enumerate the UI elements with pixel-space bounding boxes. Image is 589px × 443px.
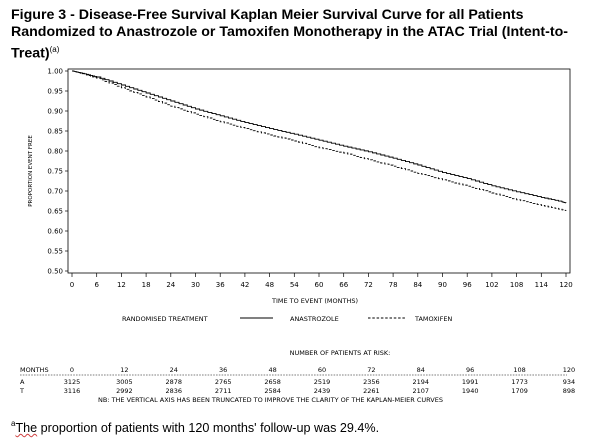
x-tick-label-10: 60 (315, 281, 324, 289)
legend-title: RANDOMISED TREATMENT (122, 315, 208, 323)
risk-cell-a-72: 2356 (363, 378, 380, 386)
risk-month-96: 96 (466, 366, 474, 374)
y-tick-label-8: 0.90 (47, 108, 63, 116)
risk-cell-t-36: 2711 (215, 387, 232, 395)
risk-month-84: 84 (417, 366, 425, 374)
risk-month-12: 12 (120, 366, 128, 374)
x-axis-label: TIME TO EVENT (MONTHS) (271, 297, 358, 305)
risk-month-48: 48 (268, 366, 276, 374)
y-tick-label-4: 0.70 (47, 188, 63, 196)
x-tick-label-0: 0 (70, 281, 74, 289)
y-tick-label-0: 0.50 (47, 268, 63, 276)
risk-cell-a-120: 934 (563, 378, 575, 386)
y-tick-label-6: 0.80 (47, 148, 63, 156)
risk-cell-a-108: 1773 (511, 378, 528, 386)
risk-cell-t-0: 3116 (64, 387, 81, 395)
series-layer (72, 70, 567, 211)
x-tick-label-6: 36 (216, 281, 225, 289)
risk-row-label-t: T (19, 387, 24, 395)
legend-label-tamoxifen: TAMOXIFEN (414, 315, 452, 323)
footnote: aThe proportion of patients with 120 mon… (11, 419, 581, 436)
risk-month-24: 24 (170, 366, 178, 374)
risk-cell-a-36: 2765 (215, 378, 232, 386)
risk-months-row: 0 12 24 36 48 60 72 84 96 108 120 (70, 366, 575, 374)
x-tick-label-14: 84 (413, 281, 422, 289)
x-tick-label-9: 54 (290, 281, 299, 289)
risk-note: NB: THE VERTICAL AXIS HAS BEEN TRUNCATED… (98, 396, 443, 404)
risk-cell-t-96: 1940 (462, 387, 479, 395)
risk-cell-t-108: 1709 (511, 387, 528, 395)
legend-label-anastrozole: ANASTROZOLE (290, 315, 339, 323)
series-line-anastrozole (72, 70, 567, 204)
x-tick-label-7: 42 (240, 281, 249, 289)
risk-month-60: 60 (318, 366, 326, 374)
risk-month-108: 108 (513, 366, 525, 374)
risk-month-0: 0 (70, 366, 74, 374)
risk-cell-t-24: 2836 (166, 387, 183, 395)
risk-cell-t-84: 2107 (413, 387, 430, 395)
y-tick-label-3: 0.65 (47, 208, 63, 216)
footnote-first-word: The (15, 421, 38, 436)
figure-title: Figure 3 - Disease-Free Survival Kaplan … (11, 7, 583, 63)
series-line-tamoxifen (72, 70, 567, 211)
risk-cell-t-72: 2261 (363, 387, 380, 395)
legend: RANDOMISED TREATMENT ANASTROZOLE TAMOXIF… (122, 315, 452, 323)
x-tick-label-19: 114 (535, 281, 549, 289)
x-tick-label-1: 6 (94, 281, 99, 289)
footnote-marker: a (11, 419, 16, 428)
risk-cell-a-12: 3005 (116, 378, 133, 386)
x-tick-label-20: 120 (559, 281, 572, 289)
y-tick-label-10: 1.00 (47, 68, 63, 76)
risk-month-36: 36 (219, 366, 227, 374)
x-tick-label-3: 18 (142, 281, 151, 289)
risk-cell-a-24: 2878 (166, 378, 183, 386)
x-tick-label-5: 30 (191, 281, 200, 289)
risk-heading: NUMBER OF PATIENTS AT RISK: (290, 349, 391, 357)
risk-month-72: 72 (367, 366, 375, 374)
risk-rows: 3125 3005 2878 2765 2658 2519 2356 2194 1991 1773… (64, 378, 575, 395)
y-tick-label-5: 0.75 (47, 168, 63, 176)
risk-cell-t-12: 2992 (116, 387, 133, 395)
y-tick-label-9: 0.95 (47, 88, 63, 96)
risk-cell-a-84: 2194 (413, 378, 430, 386)
y-axis-label: PROPORTION EVENT FREE (28, 135, 34, 207)
risk-cell-a-0: 3125 (64, 378, 81, 386)
risk-cell-a-48: 2658 (264, 378, 281, 386)
x-axis: 0 6 12 18 24 30 36 42 48 54 60 66 72 78 84 90 96 102 108 11… (70, 273, 573, 289)
x-tick-label-2: 12 (117, 281, 126, 289)
x-tick-label-8: 48 (265, 281, 274, 289)
x-tick-label-4: 24 (166, 281, 175, 289)
x-tick-label-17: 102 (485, 281, 498, 289)
risk-header-label: MONTHS (20, 366, 49, 374)
y-tick-label-1: 0.55 (47, 248, 63, 256)
y-tick-label-2: 0.60 (47, 228, 63, 236)
risk-cell-a-96: 1991 (462, 378, 479, 386)
risk-row-label-a: A (20, 378, 25, 386)
risk-cell-t-60: 2439 (314, 387, 331, 395)
y-tick-label-7: 0.85 (47, 128, 63, 136)
y-axis: 0.50 0.55 0.60 0.65 0.70 0.75 0.80 0.85 0.90 0.95… (47, 68, 68, 276)
x-tick-label-11: 66 (339, 281, 348, 289)
x-tick-label-15: 90 (438, 281, 447, 289)
risk-cell-t-120: 898 (563, 387, 575, 395)
figure-title-text: Figure 3 - Disease-Free Survival Kaplan … (11, 7, 568, 62)
risk-table: NUMBER OF PATIENTS AT RISK: MONTHS 0 12 24… (19, 349, 575, 404)
x-tick-label-13: 78 (389, 281, 398, 289)
x-tick-label-16: 96 (463, 281, 472, 289)
footnote-text: proportion of patients with 120 months' … (37, 421, 380, 436)
x-tick-label-12: 72 (364, 281, 373, 289)
risk-cell-a-60: 2519 (314, 378, 331, 386)
risk-cell-t-48: 2584 (264, 387, 281, 395)
risk-month-120: 120 (563, 366, 575, 374)
figure-title-superscript: (a) (49, 45, 60, 54)
plot-frame (67, 68, 571, 274)
x-tick-label-18: 108 (510, 281, 523, 289)
